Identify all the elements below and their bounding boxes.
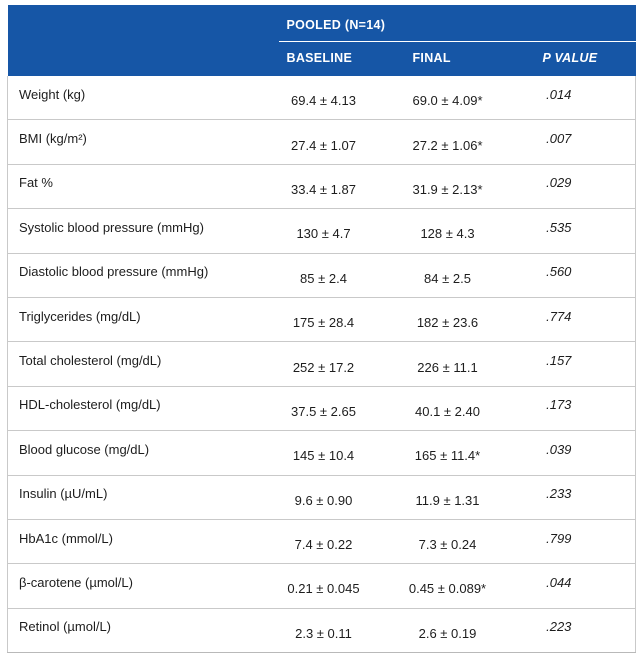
row-label: Insulin (µU/mL) <box>7 474 279 520</box>
row-label: β-carotene (µmol/L) <box>7 563 279 609</box>
baseline-value: 145 ± 10.4 <box>278 430 405 476</box>
column-header-row: BASELINE FINAL P VALUE <box>7 41 636 76</box>
p-value: .799 <box>534 518 637 564</box>
final-value: 2.6 ± 0.19 <box>404 607 535 653</box>
table-body: Weight (kg) 69.4 ± 4.13 69.0 ± 4.09* .01… <box>7 76 637 653</box>
table-row: Triglycerides (mg/dL) 175 ± 28.4 182 ± 2… <box>7 296 637 342</box>
baseline-value: 2.3 ± 0.11 <box>278 607 405 653</box>
table-row: Blood glucose (mg/dL) 145 ± 10.4 165 ± 1… <box>7 430 637 476</box>
final-value: 128 ± 4.3 <box>404 208 535 254</box>
table-row: Weight (kg) 69.4 ± 4.13 69.0 ± 4.09* .01… <box>7 76 637 120</box>
column-header-final: FINAL <box>404 41 535 76</box>
final-value: 84 ± 2.5 <box>404 252 535 298</box>
row-label: Blood glucose (mg/dL) <box>7 430 279 476</box>
table-row: HDL-cholesterol (mg/dL) 37.5 ± 2.65 40.1… <box>7 385 637 431</box>
table-header: POOLED (N=14) BASELINE FINAL P VALUE <box>7 5 636 76</box>
final-value: 11.9 ± 1.31 <box>404 474 535 520</box>
table-row: Total cholesterol (mg/dL) 252 ± 17.2 226… <box>7 341 637 387</box>
header-corner-cell <box>7 41 279 76</box>
row-label: HDL-cholesterol (mg/dL) <box>7 385 279 431</box>
p-value: .535 <box>534 208 637 254</box>
header-corner-cell <box>7 5 279 42</box>
p-value: .014 <box>534 76 637 120</box>
row-label: Systolic blood pressure (mmHg) <box>7 208 279 254</box>
table-row: Diastolic blood pressure (mmHg) 85 ± 2.4… <box>7 252 637 298</box>
final-value: 31.9 ± 2.13* <box>404 163 535 209</box>
row-label: Total cholesterol (mg/dL) <box>7 341 279 387</box>
row-label: Fat % <box>7 163 279 209</box>
table-row: Insulin (µU/mL) 9.6 ± 0.90 11.9 ± 1.31 .… <box>7 474 637 520</box>
column-header-pvalue: P VALUE <box>534 41 636 76</box>
row-label: Triglycerides (mg/dL) <box>7 296 279 342</box>
final-value: 226 ± 11.1 <box>404 341 535 387</box>
row-label: HbA1c (mmol/L) <box>7 518 279 564</box>
p-value: .173 <box>534 385 637 431</box>
table-row: Retinol (µmol/L) 2.3 ± 0.11 2.6 ± 0.19 .… <box>7 607 637 653</box>
table-row: β-carotene (µmol/L) 0.21 ± 0.045 0.45 ± … <box>7 563 637 609</box>
baseline-value: 130 ± 4.7 <box>278 208 405 254</box>
p-value: .560 <box>534 252 637 298</box>
final-value: 165 ± 11.4* <box>404 430 535 476</box>
table-row: Fat % 33.4 ± 1.87 31.9 ± 2.13* .029 <box>7 163 637 209</box>
baseline-value: 9.6 ± 0.90 <box>278 474 405 520</box>
table-row: Systolic blood pressure (mmHg) 130 ± 4.7… <box>7 208 637 254</box>
baseline-value: 27.4 ± 1.07 <box>278 119 405 165</box>
baseline-value: 85 ± 2.4 <box>278 252 405 298</box>
pooled-group-header: POOLED (N=14) <box>278 5 636 42</box>
p-value: .774 <box>534 296 637 342</box>
p-value: .007 <box>534 119 637 165</box>
row-label: Retinol (µmol/L) <box>7 607 279 653</box>
baseline-value: 252 ± 17.2 <box>278 341 405 387</box>
group-header-row: POOLED (N=14) <box>7 5 636 42</box>
baseline-value: 0.21 ± 0.045 <box>278 563 405 609</box>
final-value: 40.1 ± 2.40 <box>404 385 535 431</box>
final-value: 27.2 ± 1.06* <box>404 119 535 165</box>
p-value: .044 <box>534 563 637 609</box>
final-value: 182 ± 23.6 <box>404 296 535 342</box>
pooled-results-table: POOLED (N=14) BASELINE FINAL P VALUE Wei… <box>7 5 637 653</box>
final-value: 7.3 ± 0.24 <box>404 518 535 564</box>
p-value: .223 <box>534 607 637 653</box>
baseline-value: 37.5 ± 2.65 <box>278 385 405 431</box>
baseline-value: 69.4 ± 4.13 <box>278 76 405 120</box>
results-table: POOLED (N=14) BASELINE FINAL P VALUE Wei… <box>7 5 637 653</box>
baseline-value: 7.4 ± 0.22 <box>278 518 405 564</box>
column-header-baseline: BASELINE <box>278 41 405 76</box>
row-label: Weight (kg) <box>7 76 279 120</box>
table-row: HbA1c (mmol/L) 7.4 ± 0.22 7.3 ± 0.24 .79… <box>7 518 637 564</box>
baseline-value: 175 ± 28.4 <box>278 296 405 342</box>
p-value: .157 <box>534 341 637 387</box>
p-value: .029 <box>534 163 637 209</box>
final-value: 69.0 ± 4.09* <box>404 76 535 120</box>
final-value: 0.45 ± 0.089* <box>404 563 535 609</box>
p-value: .233 <box>534 474 637 520</box>
table-row: BMI (kg/m²) 27.4 ± 1.07 27.2 ± 1.06* .00… <box>7 119 637 165</box>
p-value: .039 <box>534 430 637 476</box>
row-label: Diastolic blood pressure (mmHg) <box>7 252 279 298</box>
row-label: BMI (kg/m²) <box>7 119 279 165</box>
baseline-value: 33.4 ± 1.87 <box>278 163 405 209</box>
